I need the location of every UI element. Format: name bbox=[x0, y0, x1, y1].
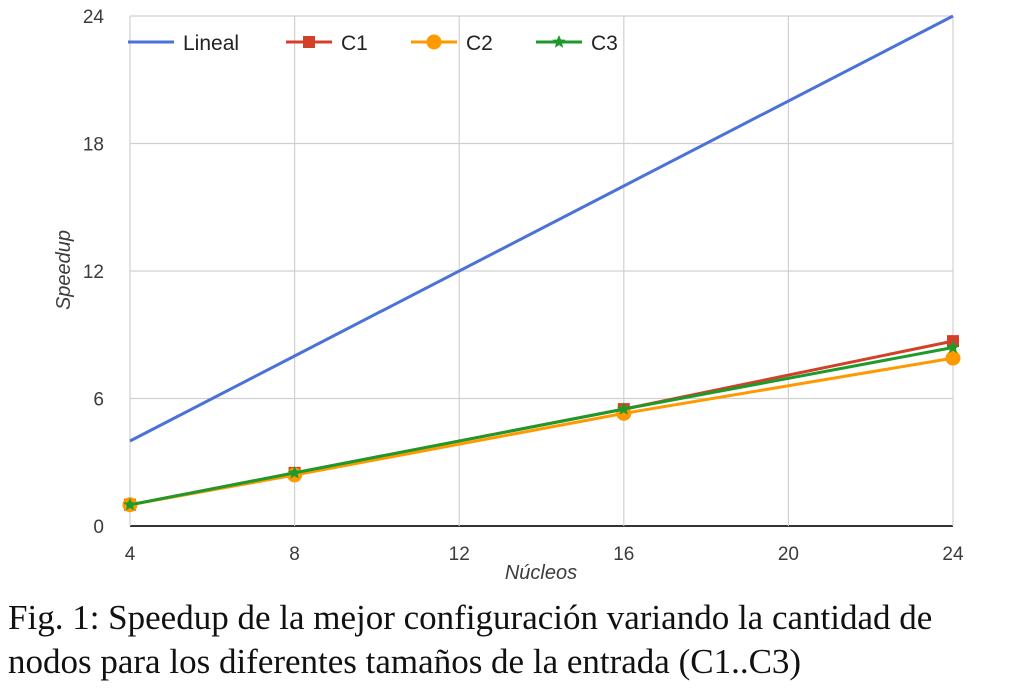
x-tick-label: 20 bbox=[778, 544, 799, 565]
data-point-c3 bbox=[287, 465, 302, 479]
speedup-chart: 0 6 12 18 24 4 8 12 16 20 24 Núcleos Speedup Linea… bbox=[53, 7, 964, 584]
legend-label-c2: C2 bbox=[466, 32, 493, 55]
data-point-c3 bbox=[946, 340, 960, 354]
x-tick-label: 4 bbox=[125, 544, 136, 565]
chart-grid bbox=[129, 15, 954, 527]
legend-marker-c1 bbox=[303, 36, 315, 48]
chart-series bbox=[122, 14, 961, 513]
legend-item-c2: C2 bbox=[411, 32, 493, 55]
legend-label-lineal: Lineal bbox=[183, 32, 239, 55]
x-tick-label: 8 bbox=[289, 544, 300, 565]
series-line-lineal bbox=[129, 14, 954, 443]
chart-legend: Lineal C1 C2 C3 bbox=[128, 32, 618, 55]
legend-label-c3: C3 bbox=[591, 32, 618, 55]
series-c2 bbox=[122, 350, 961, 513]
figure-caption: Fig. 1: Speedup de la mejor configuració… bbox=[8, 598, 933, 681]
legend-marker-c3 bbox=[552, 35, 566, 48]
y-tick-label: 18 bbox=[83, 135, 104, 156]
y-tick-label: 0 bbox=[93, 517, 104, 538]
legend-item-c1: C1 bbox=[286, 32, 368, 55]
y-axis-title: Speedup bbox=[53, 230, 75, 310]
x-tick-label: 12 bbox=[449, 544, 470, 565]
y-tick-label: 24 bbox=[83, 7, 105, 28]
data-point-c3 bbox=[617, 402, 631, 415]
x-tick-label: 16 bbox=[613, 544, 634, 565]
legend-item-lineal: Lineal bbox=[128, 32, 239, 55]
series-lineal bbox=[129, 14, 954, 443]
legend-item-c3: C3 bbox=[536, 32, 618, 55]
legend-marker-c2 bbox=[426, 34, 442, 50]
axis-ticks: 0 6 12 18 24 4 8 12 16 20 24 bbox=[83, 7, 964, 565]
data-point-c3 bbox=[123, 497, 137, 511]
series-c3 bbox=[123, 340, 960, 511]
data-point-c2 bbox=[945, 350, 961, 366]
x-axis-title: Núcleos bbox=[505, 562, 577, 584]
x-tick-label: 24 bbox=[942, 544, 964, 565]
y-tick-label: 6 bbox=[93, 390, 104, 411]
y-tick-label: 12 bbox=[83, 262, 104, 283]
series-line-c3 bbox=[129, 346, 954, 507]
series-line-c2 bbox=[129, 356, 954, 507]
legend-label-c1: C1 bbox=[341, 32, 368, 55]
